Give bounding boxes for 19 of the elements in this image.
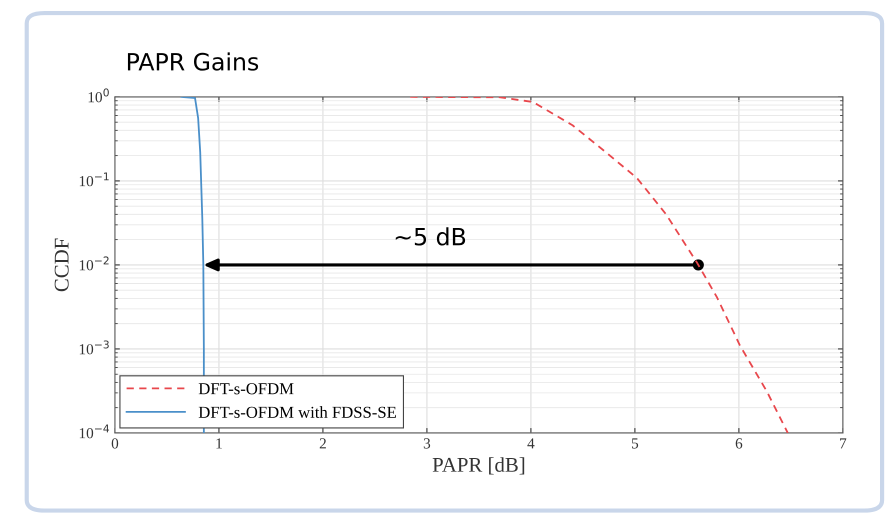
x-tick-label: 3 [424, 438, 430, 449]
x-tick-label: 1 [216, 438, 222, 448]
annotation: ~5 dB [396, 227, 466, 246]
x-tick-label: 2 [320, 438, 326, 448]
y-tick-label: 10$^{0}$ [88, 88, 109, 102]
y-tick-label: 10$^{−2}$ [80, 256, 109, 270]
x-tick-label: 7 [840, 438, 846, 448]
y-axis-title: CCDF [54, 238, 69, 292]
chart-title: PAPR Gains [128, 52, 258, 71]
legend-label: DFT-s-OFDM with FDSS-SE [198, 406, 396, 418]
x-tick-label: 5 [632, 438, 638, 449]
legend-label: DFT-s-OFDM [198, 383, 294, 394]
y-tick-label: 10$^{−4}$ [80, 424, 110, 438]
x-tick-label: 0 [112, 438, 118, 449]
x-axis-title: PAPR [dB] [432, 457, 524, 474]
y-tick-label: 10$^{−1}$ [80, 172, 109, 186]
y-tick-label: 10$^{−3}$ [80, 340, 109, 354]
x-tick-label: 6 [736, 438, 742, 449]
x-tick-label: 4 [527, 438, 534, 448]
